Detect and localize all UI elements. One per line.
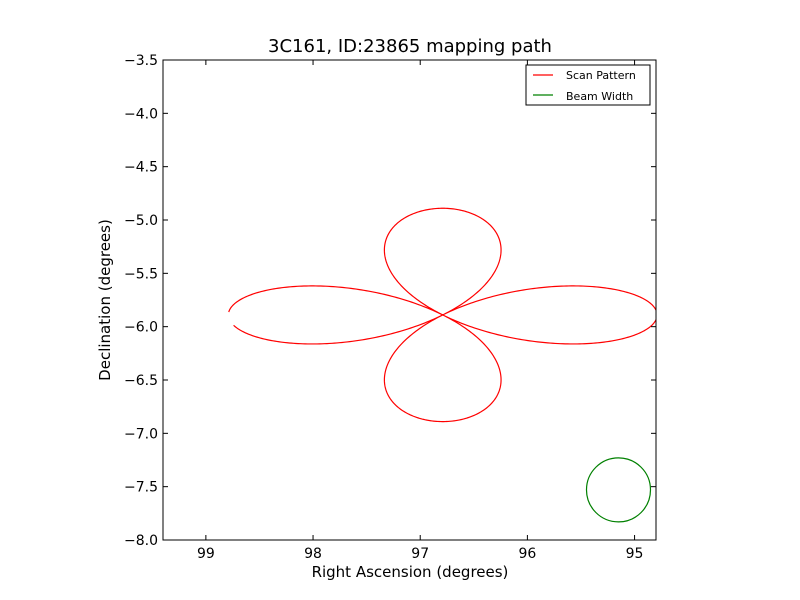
beam-width-circle <box>585 457 652 523</box>
y-tick-label: −4.5 <box>124 160 158 176</box>
y-tick-label: −5.0 <box>124 213 158 229</box>
legend: Scan Pattern Beam Width <box>525 64 651 106</box>
x-axis-label: Right Ascension (degrees) <box>312 563 509 581</box>
plot-background <box>163 60 656 540</box>
x-tick-label: 96 <box>518 546 536 562</box>
y-tick-label: −4.0 <box>124 106 158 122</box>
clipped-series <box>228 207 656 523</box>
plot-area <box>162 59 657 541</box>
y-tick-label: −6.0 <box>124 320 158 336</box>
y-tick-label: −7.5 <box>124 480 158 496</box>
legend-label-scan-pattern: Scan Pattern <box>566 69 636 82</box>
legend-box <box>525 64 651 106</box>
x-tick-label: 99 <box>197 546 215 562</box>
y-tick-label: −8.0 <box>124 533 158 549</box>
chart-title: 3C161, ID:23865 mapping path <box>268 36 552 57</box>
y-tick-label: −6.5 <box>124 373 158 389</box>
legend-label-beam-width: Beam Width <box>566 90 633 103</box>
x-tick-label: 97 <box>411 546 429 562</box>
x-tick-label: 95 <box>626 546 644 562</box>
x-tick-label: 98 <box>304 546 322 562</box>
scan-pattern-line <box>228 207 656 423</box>
plot-frame <box>162 59 657 541</box>
ticks-layer: 99 98 97 96 95 −8.0 −7.5 −7.0 −6.5 −6.0 −5.5 −5.0 −4… <box>124 53 656 562</box>
series-layer <box>228 207 656 523</box>
y-tick-label: −7.0 <box>124 426 158 442</box>
y-axis-label: Declination (degrees) <box>96 219 114 381</box>
y-tick-label: −5.5 <box>124 266 158 282</box>
y-tick-label: −3.5 <box>124 53 158 69</box>
